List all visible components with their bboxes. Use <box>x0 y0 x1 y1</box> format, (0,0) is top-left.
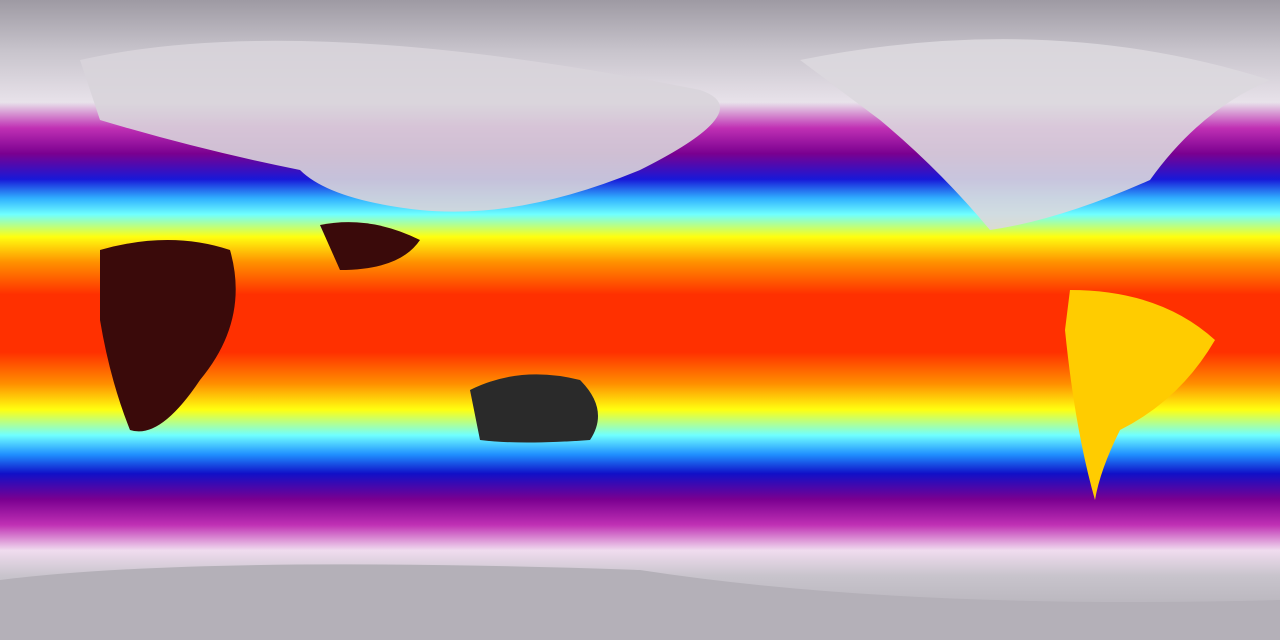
landmass-north-america <box>800 39 1270 230</box>
landmass-eurasia <box>80 40 720 212</box>
landmass-india <box>320 222 420 270</box>
landmass-antarctica <box>0 564 1280 640</box>
landmass-australia <box>470 374 598 443</box>
landmass-africa <box>100 240 236 432</box>
landmass-south-america <box>1065 290 1215 500</box>
